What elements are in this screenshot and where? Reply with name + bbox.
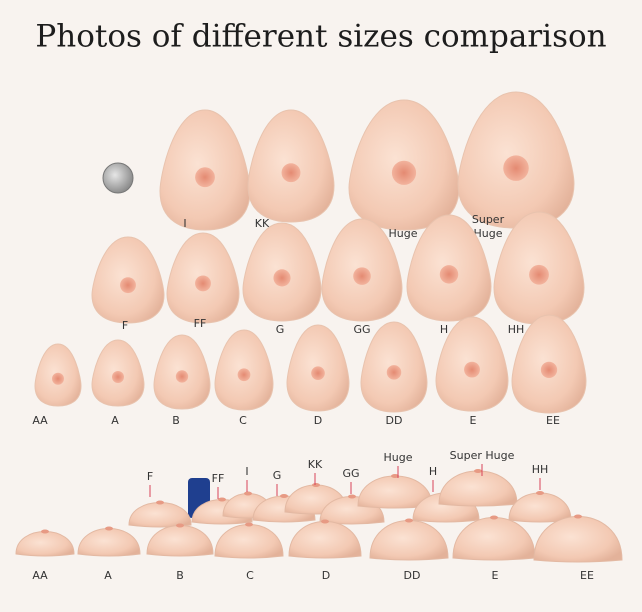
areola <box>353 267 371 285</box>
form-side <box>452 517 536 561</box>
size-label: Super Huge <box>450 449 515 462</box>
areola <box>391 160 417 185</box>
areola <box>386 365 402 380</box>
size-label: H <box>429 465 437 478</box>
size-label: C <box>246 569 254 582</box>
tip <box>105 526 113 531</box>
form-side <box>369 520 449 561</box>
areola <box>112 370 124 383</box>
tip <box>321 519 329 524</box>
size-label: E <box>492 569 499 582</box>
size-label: DD <box>386 414 403 427</box>
title: Photos of different sizes comparison <box>35 19 606 55</box>
tip <box>312 483 320 487</box>
tip <box>490 515 498 520</box>
size-label: EE <box>546 414 560 427</box>
size-label: FF <box>212 472 225 485</box>
tip <box>536 491 544 495</box>
areola <box>120 277 136 294</box>
form-side <box>533 516 623 563</box>
size-label: FF <box>194 317 207 330</box>
size-label: I <box>245 465 248 478</box>
size-label: D <box>314 414 322 427</box>
size-label: I <box>183 217 186 230</box>
size-label: DD <box>404 569 421 582</box>
form-side <box>15 531 75 557</box>
size-label: B <box>176 569 184 582</box>
size-label: H <box>440 323 448 336</box>
size-label: F <box>122 319 128 332</box>
size-label: EE <box>580 569 594 582</box>
tip <box>348 494 356 499</box>
size-label: D <box>322 569 330 582</box>
size-label: C <box>239 414 247 427</box>
form-side <box>77 528 141 557</box>
tip <box>280 494 288 498</box>
areola <box>237 368 251 382</box>
areola <box>52 372 64 385</box>
form-side <box>438 470 518 507</box>
tip <box>218 497 226 502</box>
areola <box>281 163 301 183</box>
areola <box>540 361 558 379</box>
coin <box>102 162 134 194</box>
size-label: Huge <box>389 227 418 240</box>
areola <box>464 361 480 378</box>
areola <box>273 269 291 287</box>
size-label: KK <box>255 217 270 230</box>
tip <box>41 529 49 534</box>
areola <box>311 366 325 380</box>
areola <box>503 155 529 181</box>
tip <box>244 491 252 496</box>
tip <box>245 522 253 527</box>
form-side <box>214 524 284 559</box>
form-side <box>508 492 572 523</box>
areola <box>195 167 215 188</box>
size-label: AA <box>32 569 48 582</box>
size-label: HH <box>532 463 549 476</box>
tip <box>474 469 482 473</box>
size-label: G <box>276 323 285 336</box>
size-label: Huge <box>384 451 413 464</box>
size-label: AA <box>32 414 48 427</box>
size-label: GG <box>353 323 370 336</box>
size-label: B <box>172 414 180 427</box>
tip <box>405 518 413 523</box>
tip <box>176 523 184 528</box>
areola <box>439 265 459 284</box>
size-label: G <box>273 469 282 482</box>
size-label: Huge <box>474 227 503 240</box>
form-side <box>288 521 362 559</box>
size-label: A <box>104 569 112 582</box>
size-label: F <box>147 470 153 483</box>
size-label: KK <box>308 458 323 471</box>
size-label: HH <box>508 323 525 336</box>
size-label: Super <box>472 213 505 226</box>
size-label: A <box>111 414 119 427</box>
tip <box>156 500 164 505</box>
areola <box>529 264 549 285</box>
size-label: E <box>470 414 477 427</box>
areola <box>195 275 211 292</box>
areola <box>175 370 189 383</box>
form-side <box>128 502 192 528</box>
tip <box>391 474 399 478</box>
form-side <box>146 525 214 557</box>
tip <box>574 514 582 519</box>
size-label: GG <box>342 467 359 480</box>
